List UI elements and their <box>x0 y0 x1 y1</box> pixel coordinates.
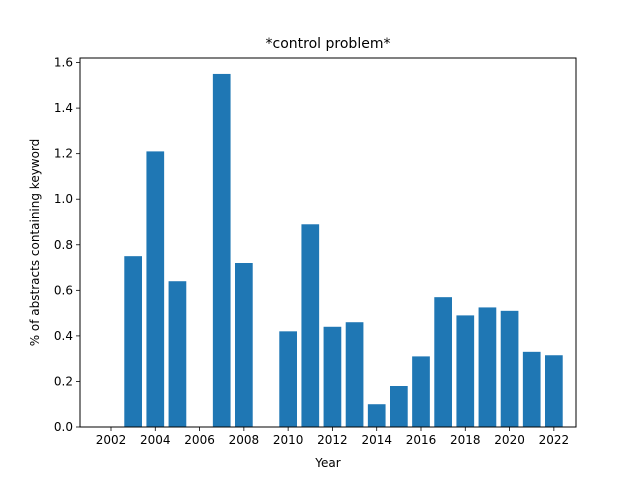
y-tick-label: 0.0 <box>54 420 73 434</box>
bar-2005 <box>168 281 187 427</box>
plot-frame <box>79 57 577 428</box>
bar-2007 <box>212 73 231 427</box>
bar-2017 <box>434 297 452 427</box>
x-tick-label: 2020 <box>494 433 525 447</box>
y-tick-label: 1.2 <box>54 147 73 161</box>
x-axis: 2002 2004 2006 2008 2010 2012 2014 2016 2018 2020… <box>96 427 569 447</box>
x-tick-label: 2010 <box>273 433 304 447</box>
x-tick-label: 2014 <box>361 433 392 447</box>
y-tick-label: 0.6 <box>54 283 73 297</box>
bar-2018 <box>456 315 475 427</box>
y-tick-label: 0.8 <box>54 238 73 252</box>
bar-series <box>124 73 563 427</box>
y-tick-label: 1.4 <box>54 101 73 115</box>
bar-2016 <box>412 356 430 427</box>
x-tick-label: 2006 <box>184 433 215 447</box>
x-tick-label: 2002 <box>96 433 127 447</box>
chart-title: *control problem* <box>266 36 391 52</box>
bar-2008 <box>235 263 253 427</box>
y-tick-label: 0.2 <box>54 374 73 388</box>
bar-2003 <box>124 256 142 427</box>
x-tick-label: 2016 <box>406 433 437 447</box>
bar-2019 <box>478 307 497 427</box>
bar-2013 <box>345 322 364 427</box>
y-axis: 0.0 0.2 0.4 0.6 0.8 1.0 1.2 1.4 1.6 <box>54 56 80 434</box>
x-tick-label: 2008 <box>229 433 260 447</box>
x-axis-label: Year <box>314 456 340 470</box>
bar-2022 <box>545 355 563 427</box>
bar-2021 <box>522 351 541 427</box>
bar-2011 <box>301 224 320 427</box>
x-tick-label: 2018 <box>450 433 481 447</box>
bar-2010 <box>279 331 297 427</box>
y-tick-label: 1.6 <box>54 56 73 70</box>
y-axis-label: % of abstracts containing keyword <box>28 139 42 347</box>
bar-2015 <box>390 386 408 427</box>
x-tick-label: 2004 <box>140 433 171 447</box>
bar-2012 <box>323 326 342 427</box>
x-tick-label: 2012 <box>317 433 348 447</box>
y-tick-label: 1.0 <box>54 192 73 206</box>
bar-2004 <box>146 151 165 427</box>
bar-2014 <box>367 404 386 427</box>
bar-2020 <box>500 310 519 427</box>
y-tick-label: 0.4 <box>54 329 73 343</box>
x-tick-label: 2022 <box>539 433 570 447</box>
